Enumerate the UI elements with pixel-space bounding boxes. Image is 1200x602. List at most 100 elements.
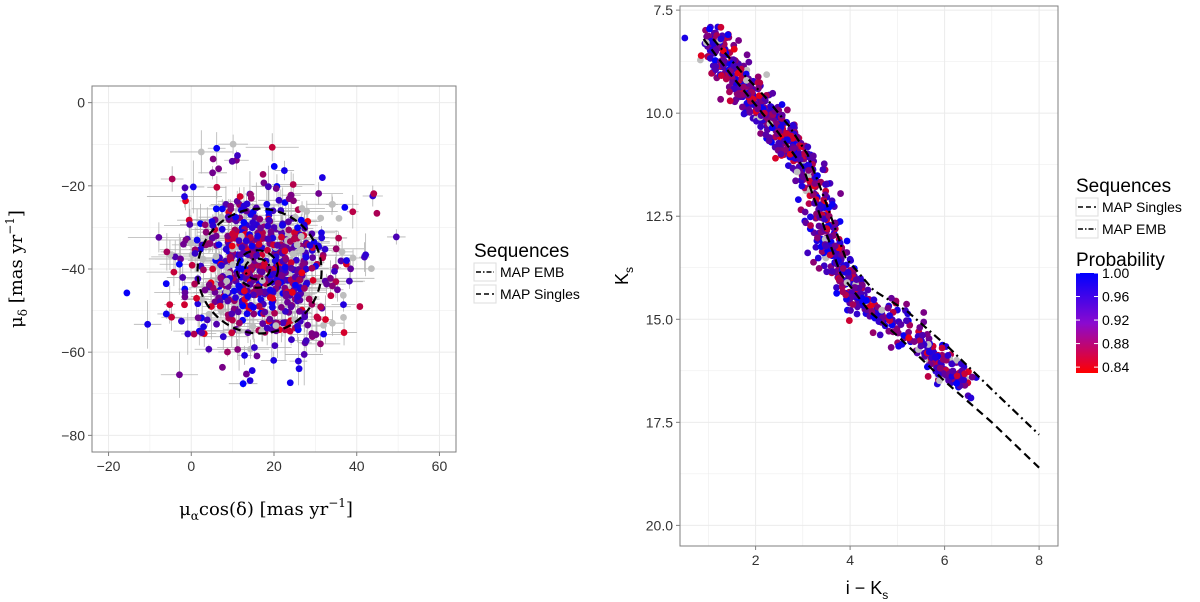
data-point [193, 236, 201, 244]
data-point [254, 232, 262, 240]
sequence-ellipse [235, 249, 280, 289]
data-point [809, 152, 817, 160]
proper-motion-y-axis-title: μδ [mas yr−1] [3, 210, 30, 328]
data-point [249, 323, 257, 330]
data-point [229, 261, 237, 269]
data-point [186, 221, 194, 228]
data-point [212, 205, 220, 213]
x-tick-label: −20 [97, 458, 121, 474]
data-point [839, 265, 847, 272]
data-point [814, 234, 821, 242]
data-point [349, 254, 357, 262]
data-point [726, 97, 734, 105]
data-point [815, 264, 823, 272]
data-point [264, 246, 271, 254]
color-magnitude-gridlines [680, 6, 1058, 546]
data-point [248, 242, 256, 250]
data-point [804, 143, 812, 151]
data-point [953, 379, 961, 387]
data-point [839, 288, 847, 296]
data-point [181, 193, 188, 200]
data-point [712, 63, 720, 70]
data-point [168, 313, 175, 321]
data-point [300, 351, 308, 358]
legend-key-box [473, 262, 497, 282]
data-point [876, 331, 884, 339]
data-point [313, 313, 321, 321]
data-point [272, 185, 280, 192]
data-point [370, 190, 378, 198]
data-point [717, 95, 725, 103]
data-point [243, 370, 250, 378]
data-point [335, 234, 343, 242]
data-point [189, 183, 197, 191]
data-point [213, 183, 221, 191]
data-point [799, 173, 807, 181]
data-point [238, 244, 246, 251]
data-point [218, 225, 226, 233]
data-point [717, 72, 725, 79]
data-point [949, 367, 957, 375]
data-point [805, 200, 813, 208]
data-point [250, 303, 257, 311]
data-point [265, 216, 273, 224]
data-point [271, 309, 278, 317]
data-point [205, 310, 213, 318]
data-point [235, 319, 243, 327]
data-point [191, 249, 199, 257]
data-point [281, 263, 289, 271]
data-point [968, 373, 976, 381]
data-point [286, 327, 294, 335]
data-point [305, 295, 313, 303]
data-point [180, 240, 187, 248]
data-point [870, 296, 878, 304]
data-point [250, 310, 258, 318]
data-point [282, 292, 290, 300]
data-point [291, 229, 298, 237]
data-point [295, 365, 303, 373]
data-point [298, 204, 306, 212]
data-point [373, 209, 381, 217]
data-point [740, 110, 748, 118]
data-point [327, 292, 335, 300]
data-point [235, 282, 243, 290]
data-point [260, 179, 268, 187]
data-point [248, 224, 256, 232]
data-point [875, 318, 883, 325]
data-point [205, 345, 213, 353]
data-point [181, 289, 189, 297]
data-point [916, 337, 924, 345]
color-magnitude-legend-title: Sequences [1076, 176, 1171, 197]
data-point [218, 205, 226, 213]
data-point [270, 356, 278, 364]
data-point [209, 169, 217, 177]
colorbar-tick-label: 0.84 [1102, 359, 1129, 375]
data-point [278, 272, 286, 280]
data-point [261, 260, 268, 268]
data-point [887, 344, 895, 351]
data-point [250, 291, 257, 299]
data-point [270, 163, 278, 170]
data-point [789, 145, 797, 153]
proper-motion-panel: −20 0 20 40 60 0 −20 −40 −60 −80 μαcos(δ) [mas y… [3, 85, 580, 523]
data-point [191, 280, 199, 288]
proper-motion-points [123, 140, 400, 388]
data-point [812, 243, 820, 251]
data-point [240, 287, 248, 295]
proper-motion-legend-title: Sequences [474, 241, 569, 262]
data-point [320, 330, 328, 338]
data-point [778, 111, 786, 119]
data-point [212, 253, 220, 260]
color-magnitude-y-ticks: 7.5 10.0 12.5 15.0 17.5 20.0 [646, 2, 680, 533]
data-point [318, 229, 325, 237]
data-point [298, 269, 306, 277]
data-point [199, 255, 207, 263]
data-point [274, 279, 282, 287]
data-point [796, 156, 804, 163]
data-point [738, 103, 746, 111]
color-magnitude-legend-label-singles: MAP Singles [1102, 199, 1182, 215]
data-point [335, 214, 343, 222]
data-point [334, 286, 341, 294]
data-point [255, 302, 263, 310]
data-point [801, 208, 809, 216]
